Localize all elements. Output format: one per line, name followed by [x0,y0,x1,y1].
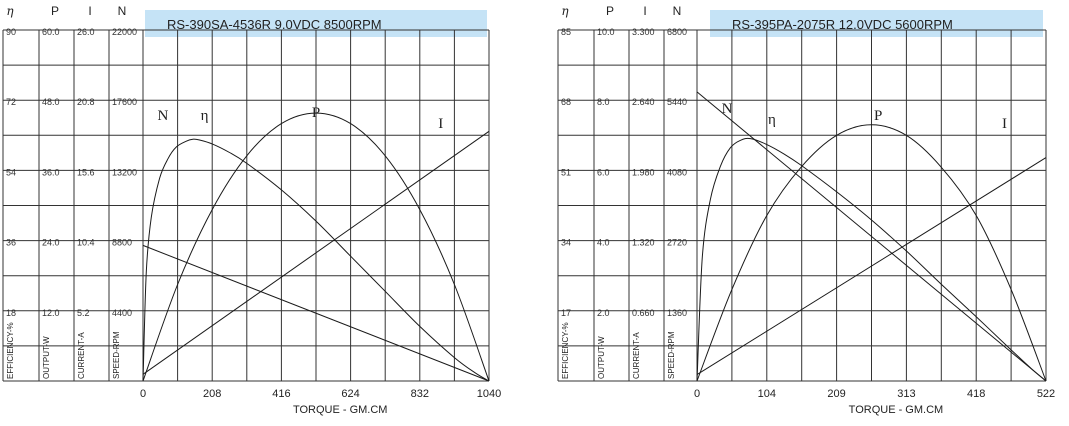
right-series-output-label: P [874,108,882,124]
left-tick-n: 22000 [112,27,137,37]
right-series-efficiency-label: η [768,112,776,128]
right-tick-p: 4.0 [597,238,610,248]
left-axis-label-efficiency: EFFICIENCY-% [6,322,15,379]
right-tick-i: 0.660 [632,308,655,318]
left-tick-n: 4400 [112,308,132,318]
left-header-n: N [118,4,127,18]
right-axis-label-efficiency: EFFICIENCY-% [561,322,570,379]
left-tick-i: 10.4 [77,238,95,248]
right-header-p: P [606,4,614,18]
left-chart: η P I N RS-390SA-4536R 9.0VDC 8500RPM 90 72 54 3… [2,4,501,416]
left-tick-n: 8800 [112,238,132,248]
right-tick-n: 4080 [667,167,687,177]
right-series-speed-label: N [722,101,733,117]
right-axis-label-speed: SPEED-RPM [667,331,676,379]
right-x-axis-label: TORQUE - GM.CM [849,404,944,416]
right-chart: η P I N RS-395PA-2075R 12.0VDC 5600RPM 85 68 51… [557,4,1055,416]
left-tick-n: 17600 [112,97,137,107]
right-tick-i: 3.300 [632,27,655,37]
left-series-current-line [142,130,490,375]
left-series-output-line [142,112,490,382]
left-tick-eta: 90 [6,27,16,37]
right-tick-eta: 34 [561,238,571,248]
left-x-axis-label: TORQUE - GM.CM [293,404,388,416]
right-x-tick: 418 [967,388,985,400]
right-x-tick: 104 [758,388,776,400]
left-tick-i: 15.6 [77,167,95,177]
left-tick-p: 48.0 [42,97,60,107]
right-tick-eta: 51 [561,167,571,177]
left-header-i: I [88,4,91,18]
left-header-p: P [51,4,59,18]
left-tick-eta: 54 [6,167,16,177]
right-tick-eta: 17 [561,308,571,318]
right-tick-n: 5440 [667,97,687,107]
left-series-speed-label: N [158,108,169,124]
right-tick-n: 1360 [667,308,687,318]
right-tick-eta: 68 [561,97,571,107]
left-tick-p: 24.0 [42,238,60,248]
left-series-speed-line [142,244,490,382]
right-series-efficiency-line [696,137,1047,382]
left-series-current-label: I [438,116,443,132]
left-tick-eta: 18 [6,308,16,318]
left-tick-p: 12.0 [42,308,60,318]
left-x-tick: 1040 [477,388,501,400]
left-series-efficiency-line [142,138,490,382]
right-series-current-label: I [1002,116,1007,132]
right-tick-p: 8.0 [597,97,610,107]
left-x-tick: 624 [341,388,359,400]
left-tick-i: 5.2 [77,308,90,318]
left-axis-label-current: CURRENT-A [77,332,86,379]
right-tick-eta: 85 [561,27,571,37]
left-tick-p: 60.0 [42,27,60,37]
left-axis-label-speed: SPEED-RPM [112,331,121,379]
right-header-eta: η [561,4,569,18]
right-axis-label-output: OUTPUT-W [597,336,606,379]
left-title: RS-390SA-4536R 9.0VDC 8500RPM [167,17,382,32]
left-tick-i: 20.8 [77,97,95,107]
right-axis-label-current: CURRENT-A [632,332,641,379]
right-x-tick: 209 [827,388,845,400]
left-series-output-label: P [312,105,320,121]
right-tick-i: 2.640 [632,97,655,107]
left-header-eta: η [6,4,14,18]
left-series-efficiency-label: η [201,108,209,124]
right-tick-i: 1.980 [632,167,655,177]
left-x-tick: 208 [203,388,221,400]
left-tick-i: 26.0 [77,27,95,37]
right-x-tick: 522 [1037,388,1055,400]
right-series-output-line [696,124,1047,382]
right-series-current-line [696,157,1047,376]
left-tick-n: 13200 [112,167,137,177]
right-title-box [710,10,1043,37]
left-tick-eta: 72 [6,97,16,107]
right-tick-p: 6.0 [597,167,610,177]
left-tick-p: 36.0 [42,167,60,177]
right-header-i: I [643,4,646,18]
right-tick-n: 2720 [667,238,687,248]
right-tick-p: 10.0 [597,27,615,37]
left-x-tick: 832 [411,388,429,400]
left-x-tick: 416 [272,388,290,400]
right-x-tick: 313 [897,388,915,400]
right-tick-n: 6800 [667,27,687,37]
right-x-tick: 0 [694,388,700,400]
left-x-tick: 0 [140,388,146,400]
right-tick-i: 1.320 [632,238,655,248]
left-tick-eta: 36 [6,238,16,248]
right-title: RS-395PA-2075R 12.0VDC 5600RPM [732,17,953,32]
right-tick-p: 2.0 [597,308,610,318]
right-header-n: N [673,4,682,18]
left-axis-label-output: OUTPUT-W [42,336,51,379]
